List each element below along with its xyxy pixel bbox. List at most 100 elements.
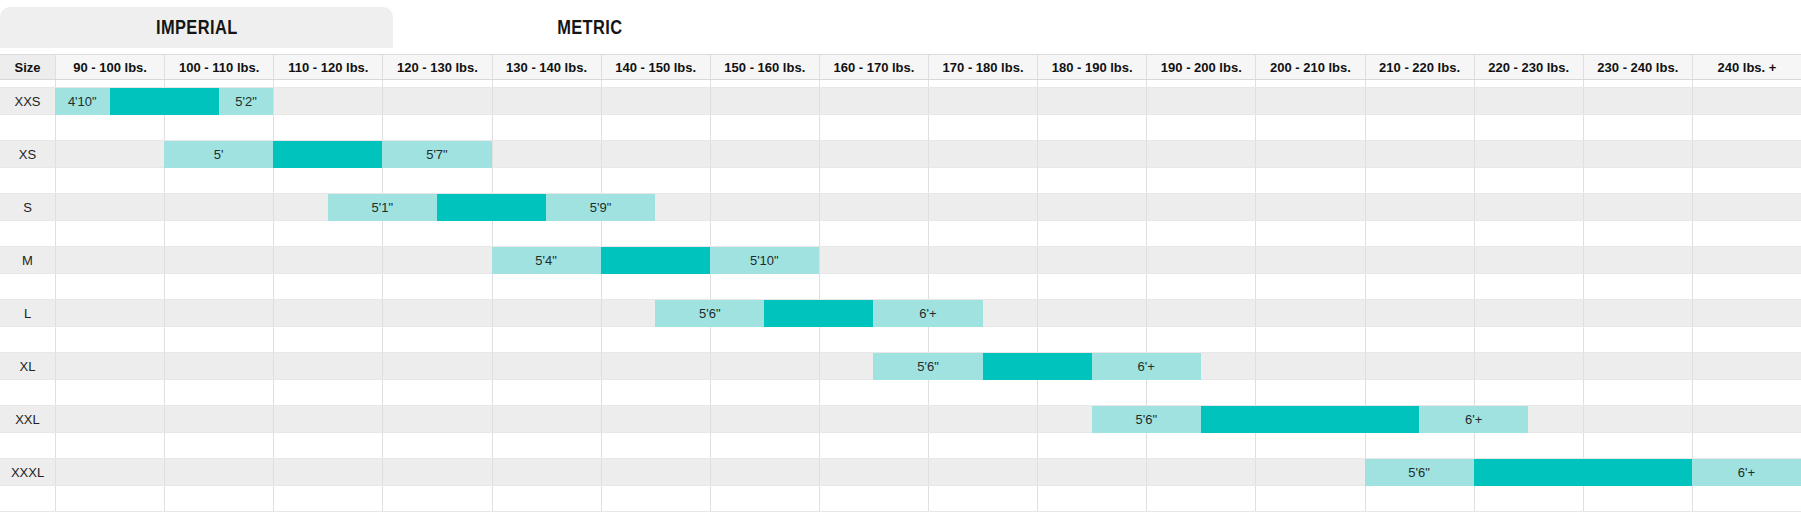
- size-row-xxl: XXL5'6"6'+: [0, 406, 1801, 433]
- height-label: 5'6": [1135, 412, 1157, 427]
- grid-cell: [1365, 247, 1474, 273]
- grid-cell: [164, 406, 273, 432]
- spacer-size-cell: [0, 433, 55, 458]
- grid-cell: [1474, 247, 1583, 273]
- spacer-cell: [273, 115, 382, 140]
- bar-segment-dark: [601, 247, 710, 274]
- grid-cell: [928, 459, 1037, 485]
- spacer-cell: [1692, 433, 1801, 458]
- grid-cell: [1474, 300, 1583, 326]
- spacer-cell: [1365, 327, 1474, 352]
- grid-cell: [928, 406, 1037, 432]
- spacer-cell: [819, 433, 928, 458]
- spacer-row: [0, 327, 1801, 353]
- spacer-cell: [1146, 221, 1255, 246]
- spacer-cell: [382, 327, 491, 352]
- grid-cell: [492, 141, 601, 167]
- spacer-cell: [710, 115, 819, 140]
- spacer-cell: [1474, 327, 1583, 352]
- grid-cell: [1583, 406, 1692, 432]
- spacer-cell: [55, 327, 164, 352]
- height-bar-xl: 5'6"6'+: [873, 353, 1200, 380]
- grid-cell: [1365, 141, 1474, 167]
- grid-cell: [819, 406, 928, 432]
- gap-cell: [1146, 80, 1255, 87]
- size-label: XXS: [0, 88, 55, 114]
- grid-cell: [1146, 141, 1255, 167]
- size-label: L: [0, 300, 55, 326]
- header-weight-cell: 130 - 140 lbs.: [492, 55, 601, 79]
- spacer-cell: [1474, 221, 1583, 246]
- grid-cell: [1365, 300, 1474, 326]
- spacer-size-cell: [0, 115, 55, 140]
- grid-cell: [1583, 300, 1692, 326]
- gap-cell: [601, 80, 710, 87]
- header-weight-cell: 90 - 100 lbs.: [55, 55, 164, 79]
- size-row-l: L5'6"6'+: [0, 300, 1801, 327]
- grid-cell: [928, 247, 1037, 273]
- size-table: Size90 - 100 lbs.100 - 110 lbs.110 - 120…: [0, 54, 1801, 512]
- spacer-cell: [1474, 380, 1583, 405]
- grid-cell: [55, 353, 164, 379]
- height-label: 5'1": [372, 200, 394, 215]
- spacer-size-cell: [0, 274, 55, 299]
- grid-cell: [601, 406, 710, 432]
- size-label: XS: [0, 141, 55, 167]
- spacer-cell: [492, 433, 601, 458]
- spacer-cell: [601, 221, 710, 246]
- spacer-cell: [164, 486, 273, 511]
- bar-segment-dark: [983, 353, 1092, 380]
- height-label: 6'+: [1138, 359, 1155, 374]
- spacer-cell: [1255, 274, 1364, 299]
- spacer-cell: [928, 380, 1037, 405]
- spacer-cell: [1255, 168, 1364, 193]
- header-weight-cell: 210 - 220 lbs.: [1365, 55, 1474, 79]
- grid-cell: [710, 194, 819, 220]
- gap-cell: [710, 80, 819, 87]
- spacer-cell: [273, 486, 382, 511]
- grid-cell: [164, 353, 273, 379]
- grid-cell: [1583, 247, 1692, 273]
- spacer-cell: [273, 327, 382, 352]
- bar-segment-light: 5'2": [219, 88, 274, 115]
- header-weight-cell: 100 - 110 lbs.: [164, 55, 273, 79]
- spacer-cell: [1474, 274, 1583, 299]
- spacer-cell: [382, 486, 491, 511]
- bar-segment-light: 4'10": [55, 88, 110, 115]
- spacer-cell: [928, 115, 1037, 140]
- grid-cell: [273, 247, 382, 273]
- tab-imperial[interactable]: IMPERIAL: [0, 7, 393, 48]
- spacer-cell: [1146, 486, 1255, 511]
- unit-tabs: IMPERIAL METRIC: [0, 0, 1801, 54]
- bar-segment-light: 6'+: [1692, 459, 1801, 486]
- bar-segment-light: 6'+: [873, 300, 982, 327]
- grid-cell: [1037, 141, 1146, 167]
- header-weight-cell: 200 - 210 lbs.: [1255, 55, 1364, 79]
- spacer-cell: [1255, 433, 1364, 458]
- gap-cell: [1255, 80, 1364, 87]
- spacer-cell: [1583, 433, 1692, 458]
- tab-imperial-label: IMPERIAL: [156, 16, 238, 39]
- grid-cell: [601, 88, 710, 114]
- grid-cell: [1255, 194, 1364, 220]
- grid-cell: [1692, 88, 1801, 114]
- grid-cell: [819, 194, 928, 220]
- bar-segment-dark: [764, 300, 873, 327]
- spacer-cell: [273, 168, 382, 193]
- header-weight-cell: 220 - 230 lbs.: [1474, 55, 1583, 79]
- spacer-row: [0, 433, 1801, 459]
- spacer-row: [0, 168, 1801, 194]
- spacer-cell: [1146, 433, 1255, 458]
- grid-cell: [1037, 88, 1146, 114]
- spacer-cell: [1583, 380, 1692, 405]
- header-weight-cell: 120 - 130 lbs.: [382, 55, 491, 79]
- spacer-cell: [55, 274, 164, 299]
- spacer-cell: [273, 433, 382, 458]
- size-label: XL: [0, 353, 55, 379]
- spacer-cell: [601, 380, 710, 405]
- spacer-cell: [710, 433, 819, 458]
- gap-cell: [55, 80, 164, 87]
- grid-cell: [710, 141, 819, 167]
- tab-metric[interactable]: METRIC: [393, 7, 786, 48]
- grid-cell: [710, 459, 819, 485]
